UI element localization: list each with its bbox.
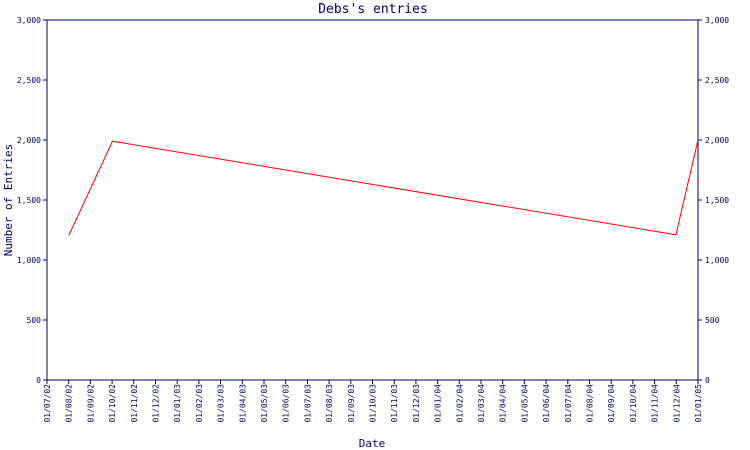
x-tick-label: 01/01/04 [434, 384, 443, 423]
plot-area [46, 19, 699, 381]
x-tick-label: 01/07/04 [564, 384, 573, 423]
x-tick-label: 01/11/02 [130, 384, 139, 423]
y-tick-label: 500 [27, 316, 42, 325]
x-tick-label: 01/02/04 [455, 384, 464, 423]
y-axis-label: Number of Entries [2, 144, 15, 257]
series-line [68, 139, 699, 236]
x-tick-label: 01/12/03 [412, 384, 421, 423]
y-tick-label: 0 [36, 376, 41, 385]
y-tick-label: 1,500 [17, 196, 41, 205]
right-y-axis: 0 500 1,000 1,500 2,000 2,500 3,000 [698, 16, 729, 385]
chart-title: Debs's entries [318, 2, 428, 17]
x-tick-label: 01/10/04 [629, 384, 638, 423]
x-tick-label: 01/06/03 [282, 384, 291, 423]
x-tick-label: 01/10/03 [369, 384, 378, 423]
left-y-axis: 0 500 1,000 1,500 2,000 2,500 3,000 [17, 16, 47, 385]
x-tick-label: 01/07/03 [303, 384, 312, 423]
x-tick-label: 01/05/04 [520, 384, 529, 423]
x-tick-label: 01/11/04 [651, 384, 660, 423]
y-tick-label: 3,000 [17, 16, 41, 25]
y-tick-label: 1,000 [17, 256, 41, 265]
x-axis-label: Date [359, 437, 386, 450]
x-tick-label: 01/03/04 [477, 384, 486, 423]
series-layer [68, 139, 699, 236]
x-tick-label: 01/08/03 [325, 384, 334, 423]
x-axis: 01/07/02 01/08/02 01/09/02 01/10/02 01/11/02… [43, 380, 703, 423]
x-tick-label: 01/10/02 [108, 384, 117, 423]
right-y-tick-label: 3,000 [705, 16, 729, 25]
data-point [111, 140, 114, 142]
x-tick-label: 01/02/03 [195, 384, 204, 423]
right-y-tick-label: 1,000 [705, 256, 729, 265]
x-tick-label: 01/08/04 [586, 384, 595, 423]
x-tick-label: 01/12/02 [152, 384, 161, 423]
x-tick-label: 01/09/03 [347, 384, 356, 423]
x-tick-label: 01/01/05 [694, 384, 703, 423]
x-tick-label: 01/08/02 [65, 384, 74, 423]
x-tick-label: 01/01/03 [173, 384, 182, 423]
x-tick-label: 01/03/03 [217, 384, 226, 423]
y-tick-label: 2,000 [17, 136, 41, 145]
x-tick-label: 01/09/04 [607, 384, 616, 423]
x-tick-label: 01/06/04 [542, 384, 551, 423]
x-tick-label: 01/04/04 [499, 384, 508, 423]
right-y-tick-label: 2,500 [705, 76, 729, 85]
y-tick-label: 2,500 [17, 76, 41, 85]
right-y-tick-label: 0 [705, 376, 710, 385]
data-point [697, 139, 699, 141]
right-y-tick-label: 1,500 [705, 196, 729, 205]
right-y-tick-label: 500 [705, 316, 720, 325]
x-tick-label: 01/05/03 [260, 384, 269, 423]
data-point [68, 234, 70, 236]
right-y-tick-label: 2,000 [705, 136, 729, 145]
x-tick-label: 01/12/04 [672, 384, 681, 423]
x-tick-label: 01/11/03 [390, 384, 399, 423]
x-tick-label: 01/04/03 [238, 384, 247, 423]
x-tick-label: 01/07/02 [43, 384, 52, 423]
data-point [675, 234, 677, 236]
x-tick-label: 01/09/02 [86, 384, 95, 423]
